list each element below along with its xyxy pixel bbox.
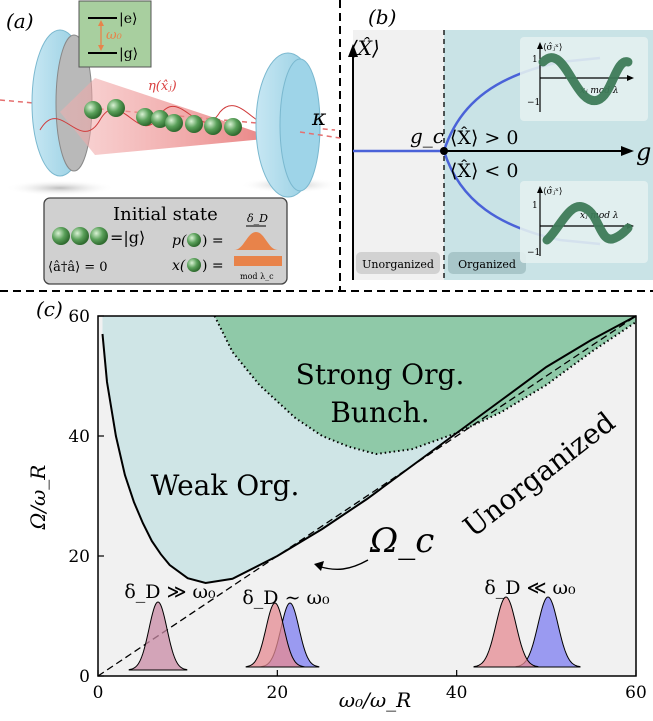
- unorganized-label: Unorganized: [362, 258, 434, 271]
- excited-state-label: |e⟩: [119, 11, 137, 27]
- unorganized-region: [353, 30, 444, 280]
- strong-org-region: [214, 316, 637, 454]
- phase-ylabel: Ω/ω_R: [26, 465, 50, 531]
- momentum-distribution: [234, 232, 278, 250]
- position-label: x(: [172, 258, 186, 274]
- photon-number: ⟨â†â⟩ = 0: [48, 260, 108, 275]
- recoil-line: [97, 315, 637, 677]
- panel-c: (c) 0 20 40 60 0 20 40 60 Strong Org. Bunch. Weak …: [26, 297, 647, 712]
- critical-label: g_c: [410, 124, 444, 148]
- atom: [187, 258, 201, 272]
- atom: [185, 115, 203, 133]
- y-tick-label: 0: [79, 667, 90, 687]
- ground-state-label: |g⟩: [119, 46, 138, 62]
- atom: [71, 227, 89, 245]
- svg-text:) =: ) =: [202, 233, 224, 249]
- atom: [151, 110, 169, 128]
- panel-a-label: (a): [6, 9, 34, 33]
- atom: [204, 117, 222, 135]
- strong-org-label: Bunch.: [330, 396, 429, 429]
- cavity-mirror-right: [255, 52, 321, 198]
- mod-label: mod λ_c: [240, 272, 274, 281]
- sigma-curve-upper: [538, 53, 633, 105]
- atom: [52, 227, 70, 245]
- panel-b-xlabel: g: [636, 138, 651, 166]
- upper-branch-label: ⟨X̂⟩ > 0: [450, 127, 518, 149]
- svg-text:−1: −1: [527, 98, 540, 108]
- atom: [107, 99, 125, 117]
- strong-org-label: Strong Org.: [296, 358, 465, 391]
- x-tick-label: 40: [446, 683, 468, 703]
- sigma-inset-upper: ⟨σ̂ⱼˣ⟩ 1 −1 xⱼ mod λ: [520, 37, 648, 121]
- svg-text:1: 1: [532, 55, 538, 65]
- panel-a: (a) κ η(x̂ⱼ): [0, 0, 341, 285]
- initial-state-inset: Initial state =|g⟩ ⟨â†â⟩ = 0 p( ) = x( )…: [43, 197, 288, 285]
- y-tick-label: 40: [68, 427, 90, 447]
- momentum-label: p(: [172, 233, 187, 249]
- atom: [165, 114, 183, 132]
- omega-c-label: Ω_c: [369, 521, 434, 561]
- doppler-pulse: [128, 601, 188, 671]
- svg-text:1: 1: [532, 201, 538, 211]
- organized-label: Organized: [458, 258, 516, 271]
- svg-text:) =: ) =: [202, 258, 224, 274]
- atom: [224, 118, 242, 136]
- x-tick-label: 20: [267, 683, 289, 703]
- y-tick-label: 60: [68, 307, 90, 327]
- inset-xlabel: xⱼ mod λ: [580, 211, 619, 221]
- doppler-label: δ_D: [247, 212, 268, 225]
- two-level-inset: |e⟩ |g⟩ ω₀: [78, 0, 152, 68]
- level-gap-label: ω₀: [106, 28, 123, 43]
- atom: [136, 108, 154, 126]
- x-tick-label: 60: [625, 683, 647, 703]
- atom: [84, 101, 102, 119]
- omega-c-arrowhead: [314, 561, 324, 571]
- regime-label-intermediate: δ_D ∼ ω₀: [242, 587, 330, 609]
- inset-xlabel: xⱼ mod λ: [580, 86, 619, 96]
- coupling-label: η(x̂ⱼ): [148, 79, 177, 94]
- position-distribution: [234, 256, 282, 266]
- bunching-boundary: [213, 315, 637, 456]
- inset-ylabel: ⟨σ̂ⱼˣ⟩: [543, 186, 562, 197]
- critical-boundary: [101, 315, 637, 585]
- ground-state-equation: =|g⟩: [110, 228, 145, 247]
- x-tick-label: 0: [93, 683, 104, 703]
- phase-xlabel: ω₀/ω_R: [339, 688, 411, 712]
- atom-chain: [84, 99, 242, 136]
- lower-branch-label: ⟨X̂⟩ < 0: [450, 160, 518, 182]
- omega-c-arrow: [317, 559, 369, 571]
- cavity-decay-kappa: κ: [311, 106, 327, 131]
- sigma-inset-lower: ⟨σ̂ⱼˣ⟩ 1 −1 xⱼ mod λ: [520, 181, 648, 263]
- doppler-pulse-red: [245, 602, 305, 668]
- regime-label-fast: δ_D ≫ ω₀: [124, 581, 216, 603]
- panel-b-label: (b): [368, 5, 396, 29]
- regime-label-slow: δ_D ≪ ω₀: [484, 577, 576, 599]
- atom: [187, 233, 201, 247]
- mirror-left-shadow: [5, 180, 115, 196]
- panel-c-label: (c): [36, 297, 63, 321]
- plot-frame: [97, 315, 637, 677]
- inset-ylabel: ⟨σ̂ⱼˣ⟩: [543, 42, 562, 53]
- svg-text:−1: −1: [527, 248, 540, 258]
- weak-org-label: Weak Org.: [151, 469, 300, 502]
- y-tick-label: 20: [68, 547, 90, 567]
- sigma-curve-lower: [542, 202, 633, 245]
- panel-b-ylabel: ⟨X̂⟩: [350, 36, 380, 60]
- doppler-pulse-red: [473, 596, 539, 668]
- atom: [90, 227, 108, 245]
- phase-diagram: 0 20 40 60 0 20 40 60 Strong Org. Bunch. Weak Org.…: [68, 307, 646, 703]
- critical-point: [440, 147, 448, 155]
- initial-state-title: Initial state: [113, 204, 218, 225]
- panel-b: (b) ⟨X̂⟩ g g_c ⟨X̂⟩ > 0 ⟨X̂⟩ < 0 Unorgan…: [348, 5, 653, 280]
